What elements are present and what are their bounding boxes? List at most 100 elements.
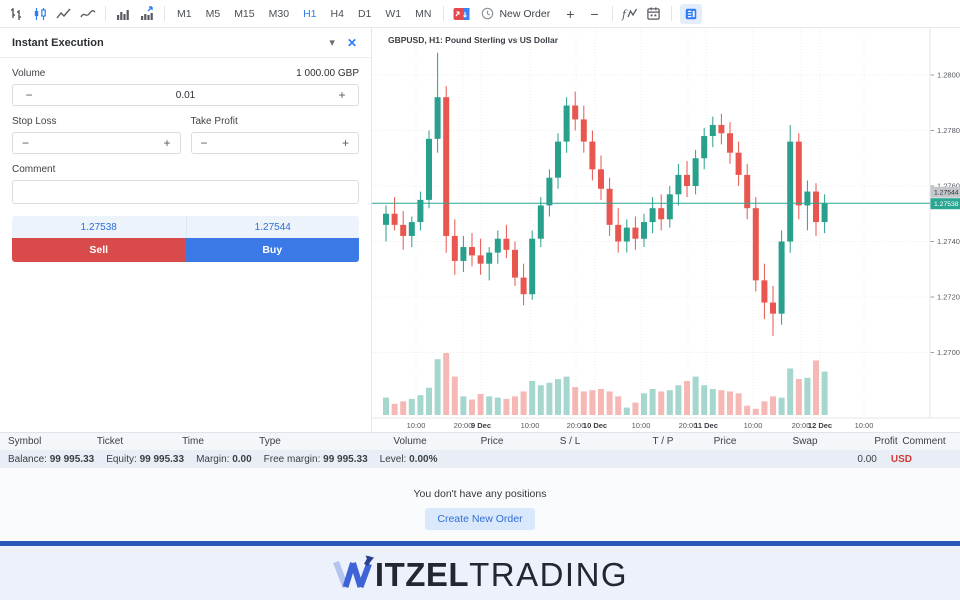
candle-body [735, 152, 742, 175]
ask-price-badge [930, 186, 960, 198]
bars-chart-button[interactable] [4, 0, 28, 28]
line-chart-icon [56, 8, 71, 18]
candlestick-chart[interactable]: 1.28000 1.27800 1.27600 1.27400 1.27200 1.270… [372, 28, 960, 432]
candle-body [494, 238, 501, 253]
level-item: Level: 0.00% [379, 453, 438, 465]
time-axis-label: 10:00 [744, 421, 763, 430]
timeframe-mn[interactable]: MN [415, 7, 432, 20]
indicators-button[interactable]: f [618, 0, 642, 28]
candle-body [752, 208, 759, 281]
timeframe-w1[interactable]: W1 [385, 7, 402, 20]
witzel-trading-logo: ITZEL TRADING [332, 555, 628, 591]
logo-text-light: TRADING [469, 556, 629, 593]
zoom-out-button[interactable]: − [590, 5, 599, 22]
candle-body [417, 199, 424, 223]
zoom-in-button[interactable]: + [566, 5, 575, 22]
date-axis-label: 11 Dec [694, 421, 718, 430]
take-profit-decrease-button[interactable]: − [200, 136, 208, 150]
candle-body [383, 213, 389, 225]
volume-bar [494, 397, 501, 415]
timeframe-h4[interactable]: H4 [330, 7, 344, 20]
volume-bar [434, 359, 441, 415]
column-header-swap: Swap [792, 436, 818, 447]
footer: ITZEL TRADING [0, 546, 960, 600]
create-new-order-button[interactable]: Create New Order [425, 508, 535, 530]
svg-text:f: f [621, 8, 628, 21]
volume-bar [615, 396, 622, 415]
sell-button[interactable]: Sell [12, 238, 186, 262]
bid-price-label: 1.27538 [934, 201, 959, 208]
account-currency: USD [890, 453, 912, 465]
stop-loss-stepper[interactable]: − + [12, 132, 181, 154]
timeframe-d1[interactable]: D1 [357, 7, 372, 20]
time-axis-label: 10:00 [855, 421, 874, 430]
candle-body [512, 249, 518, 278]
candle-body [684, 174, 690, 186]
volume-bar [718, 390, 725, 415]
timeframe-h1[interactable]: H1 [303, 7, 317, 20]
volume-button[interactable] [111, 0, 135, 28]
volume-bar [460, 396, 467, 415]
volume-indicator-button[interactable] [135, 0, 159, 28]
comment-input[interactable] [12, 180, 359, 204]
candle-body [443, 97, 450, 236]
candle-body [529, 238, 536, 295]
column-header-time: Time [182, 436, 204, 447]
chevron-down-icon[interactable]: ▾ [329, 37, 335, 49]
one-click-trading-button[interactable] [449, 0, 473, 28]
candlestick-chart-button[interactable] [28, 0, 52, 28]
candle-body [770, 302, 776, 314]
timeframe-m1[interactable]: M1 [177, 7, 192, 20]
price-axis-label: 1.27400 [937, 237, 960, 246]
take-profit-stepper[interactable]: − + [190, 132, 359, 154]
lot-decrease-button[interactable]: − [25, 88, 33, 102]
timeframe-m5[interactable]: M5 [205, 7, 221, 20]
no-positions-text: You don't have any positions [413, 488, 547, 500]
candle-body [615, 224, 622, 242]
close-icon[interactable]: ✕ [346, 35, 357, 50]
volume-bar [443, 353, 450, 415]
candle-body [537, 205, 544, 239]
stop-loss-increase-button[interactable]: + [163, 136, 171, 150]
candle-body [718, 124, 725, 134]
time-axis-label: 10:00 [407, 421, 426, 430]
new-order-button[interactable]: New Order [473, 7, 558, 20]
new-order-label: New Order [499, 7, 551, 20]
lot-increase-button[interactable]: + [338, 88, 346, 102]
price-axis-label: 1.27000 [937, 348, 960, 357]
volume-bar [426, 387, 432, 415]
one-click-trading-icon [453, 7, 470, 20]
candle-body [589, 141, 596, 170]
volume-bar [408, 398, 415, 415]
column-header-tp: T / P [652, 436, 674, 447]
volume-bar [486, 396, 493, 415]
instant-execution-panel: Instant Execution ▾ ✕ Volume 1 000.00 GB… [0, 28, 372, 432]
toolbar-separator [164, 6, 165, 21]
calendar-button[interactable] [642, 0, 666, 28]
candle-body [477, 255, 484, 264]
date-axis-label: 10 Dec [583, 421, 607, 430]
column-header-sl: S / L [559, 436, 581, 447]
volume-bar [813, 360, 819, 415]
lot-value[interactable]: 0.01 [175, 89, 196, 101]
timeframe-m30[interactable]: M30 [268, 7, 290, 20]
volume-bar [735, 393, 742, 415]
stop-loss-decrease-button[interactable]: − [22, 136, 30, 150]
time-axis-label: 10:00 [521, 421, 540, 430]
line-chart-button[interactable] [52, 0, 76, 28]
comment-label: Comment [12, 164, 56, 175]
sell-price: 1.27538 [80, 221, 117, 233]
toolbar-separator [611, 6, 613, 21]
buy-button[interactable]: Buy [185, 238, 359, 262]
area-chart-button[interactable] [76, 0, 100, 28]
take-profit-increase-button[interactable]: + [341, 136, 349, 150]
timeframe-m15[interactable]: M15 [234, 7, 255, 20]
volume-bar [520, 391, 527, 415]
candle-body [546, 177, 553, 206]
candle-body [391, 213, 398, 225]
volume-bar [529, 380, 536, 415]
trade-panel-button[interactable] [677, 0, 705, 28]
timeframe-group: M1 M5 M15 M30 H1 H4 D1 W1 MN [170, 0, 438, 28]
volume-bar [606, 391, 613, 415]
chart-surface[interactable]: GBPUSD, H1: Pound Sterling vs US Dollar … [372, 28, 960, 432]
